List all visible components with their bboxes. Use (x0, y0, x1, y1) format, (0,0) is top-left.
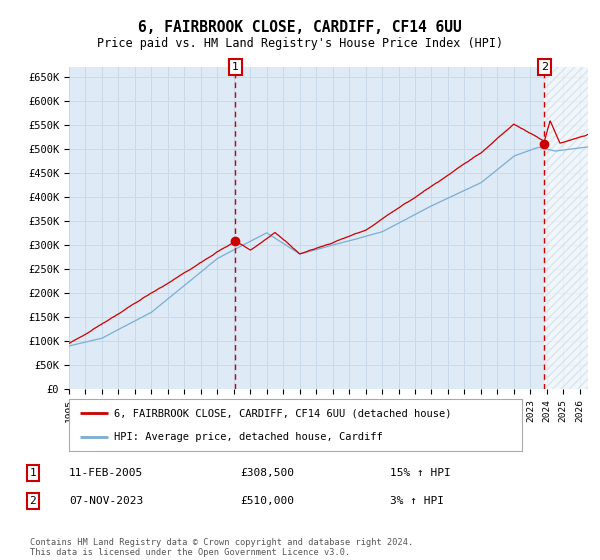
Text: 6, FAIRBROOK CLOSE, CARDIFF, CF14 6UU (detached house): 6, FAIRBROOK CLOSE, CARDIFF, CF14 6UU (d… (115, 408, 452, 418)
Text: 6, FAIRBROOK CLOSE, CARDIFF, CF14 6UU: 6, FAIRBROOK CLOSE, CARDIFF, CF14 6UU (138, 20, 462, 35)
Text: 11-FEB-2005: 11-FEB-2005 (69, 468, 143, 478)
Text: 2: 2 (29, 496, 37, 506)
Text: Price paid vs. HM Land Registry's House Price Index (HPI): Price paid vs. HM Land Registry's House … (97, 37, 503, 50)
Text: £308,500: £308,500 (240, 468, 294, 478)
Text: 2: 2 (541, 62, 548, 72)
Text: 15% ↑ HPI: 15% ↑ HPI (390, 468, 451, 478)
Text: Contains HM Land Registry data © Crown copyright and database right 2024.
This d: Contains HM Land Registry data © Crown c… (30, 538, 413, 557)
Text: 3% ↑ HPI: 3% ↑ HPI (390, 496, 444, 506)
Text: £510,000: £510,000 (240, 496, 294, 506)
Text: 1: 1 (29, 468, 37, 478)
Text: 07-NOV-2023: 07-NOV-2023 (69, 496, 143, 506)
Text: HPI: Average price, detached house, Cardiff: HPI: Average price, detached house, Card… (115, 432, 383, 442)
Text: 1: 1 (232, 62, 239, 72)
